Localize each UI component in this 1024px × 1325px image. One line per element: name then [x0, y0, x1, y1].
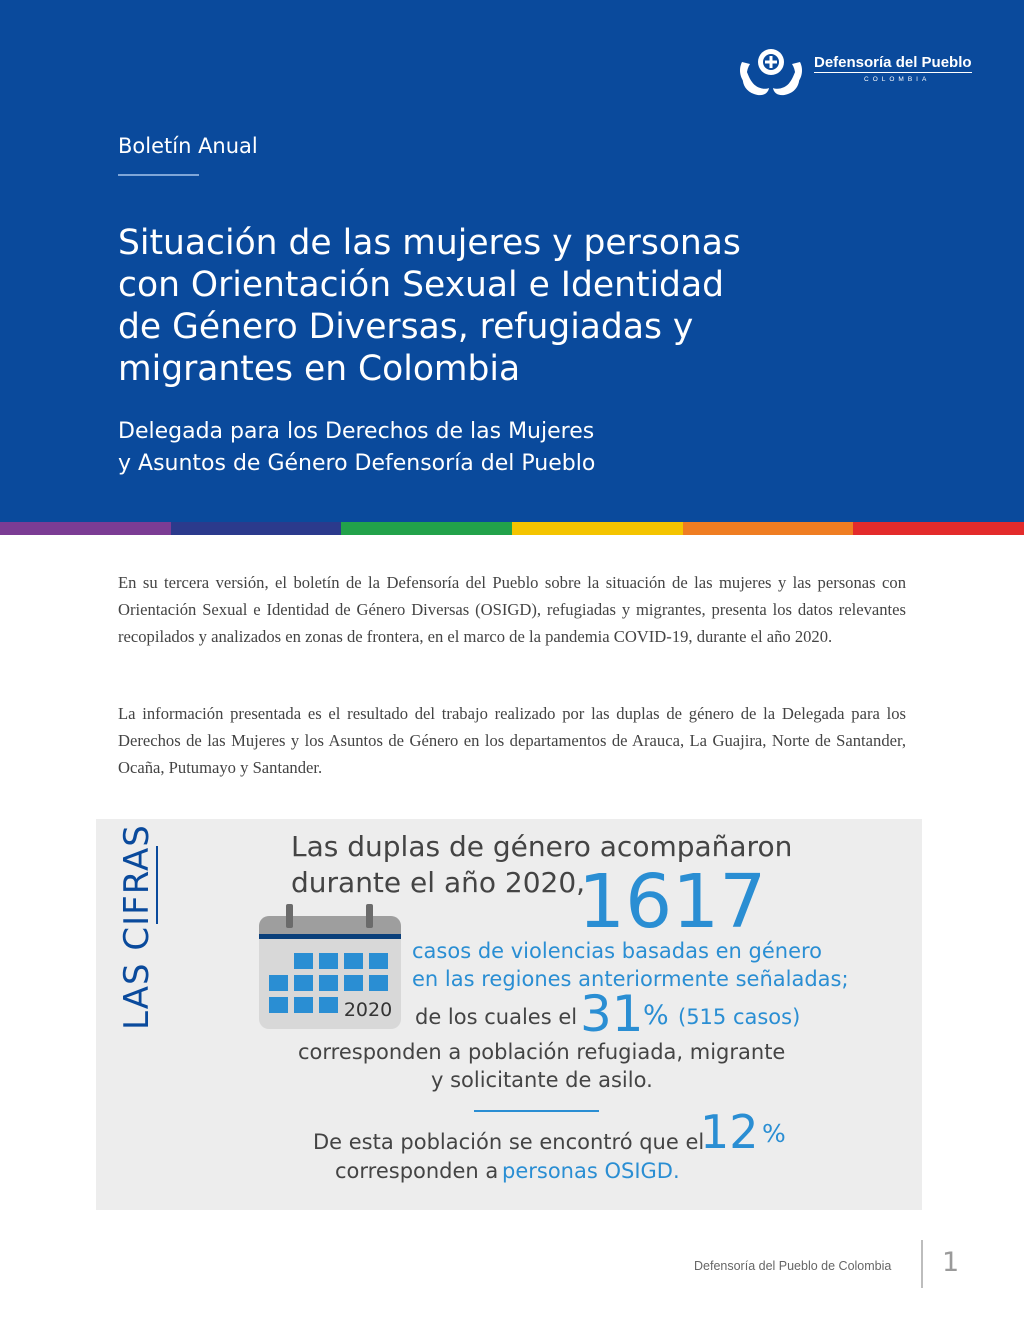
cover-header: Defensoría del Pueblo COLOMBIA Boletín A… [0, 0, 1024, 522]
cifras-panel [96, 819, 922, 1210]
page-title: Situación de las mujeres y personas con … [118, 223, 741, 389]
migrant-percent-sign: % [643, 1000, 669, 1031]
cases-line-1: casos de violencias basadas en género [412, 939, 823, 963]
cifras-vertical-label: LAS CIFRAS [117, 824, 157, 1030]
osigd-percentage: 12 [700, 1105, 759, 1159]
logo-hands-icon [740, 49, 802, 96]
intro-paragraph-1: En su tercera versión, el boletín de la … [118, 573, 906, 646]
page-number: 1 [942, 1247, 960, 1278]
bulletin-kicker: Boletín Anual [118, 134, 258, 158]
stripe-yellow [512, 522, 683, 535]
total-cases-number: 1617 [578, 859, 767, 945]
stripe-red [853, 522, 1024, 535]
osigd-percent-sign: % [762, 1119, 786, 1148]
cases-line-2: en las regiones anteriormente señaladas; [412, 967, 849, 991]
of-which-text: de los cuales el [415, 1005, 578, 1029]
rainbow-stripe [0, 522, 1024, 535]
footer-divider [921, 1240, 923, 1288]
cifras-label-rule [156, 846, 158, 924]
intro-paragraph-2: La información presentada es el resultad… [118, 704, 906, 777]
migrant-line-1: corresponden a población refugiada, migr… [298, 1040, 786, 1064]
osigd-highlight: personas OSIGD. [502, 1159, 680, 1183]
logo-country: COLOMBIA [864, 76, 931, 83]
stripe-green [341, 522, 513, 535]
stripe-orange [682, 522, 854, 535]
footer-org: Defensoría del Pueblo de Colombia [694, 1259, 892, 1273]
stripe-purple [0, 522, 171, 535]
osigd-intro: De esta población se encontró que el [313, 1130, 705, 1154]
lead-line-1: Las duplas de género acompañaron [291, 830, 793, 863]
calendar-icon: 2020 [259, 904, 401, 1029]
defensoria-logo: Defensoría del Pueblo COLOMBIA [738, 44, 988, 98]
kicker-divider [118, 174, 199, 176]
migrant-line-2: y solicitante de asilo. [431, 1068, 653, 1092]
migrant-percentage: 31 [580, 985, 644, 1043]
cifras-divider [474, 1110, 599, 1112]
logo-name: Defensoría del Pueblo [814, 54, 972, 73]
calendar-year: 2020 [344, 999, 392, 1021]
lead-line-2: durante el año 2020, [291, 866, 586, 899]
osigd-line-prefix: corresponden a [335, 1159, 499, 1183]
subtitle-line-2: y Asuntos de Género Defensoría del Puebl… [118, 451, 596, 476]
subtitle-line-1: Delegada para los Derechos de las Mujere… [118, 419, 595, 444]
page-subtitle: Delegada para los Derechos de las Mujere… [118, 416, 738, 480]
migrant-cases-count: (515 casos) [678, 1005, 801, 1029]
stripe-indigo [170, 522, 342, 535]
